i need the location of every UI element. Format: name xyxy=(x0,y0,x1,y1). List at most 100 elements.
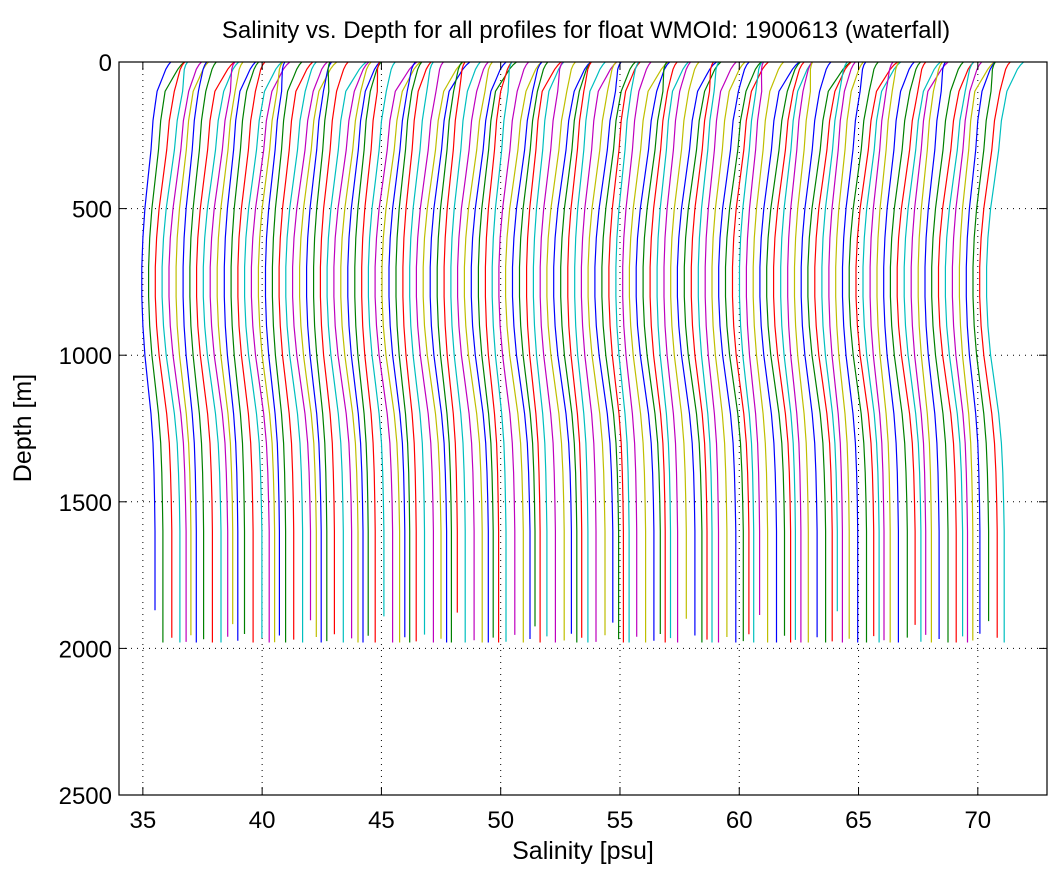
profile-lines xyxy=(141,61,1025,643)
salinity-profile-line xyxy=(800,61,832,638)
x-ticks: 35 40 45 50 55 60 65 70 xyxy=(130,62,991,834)
salinity-profile-line xyxy=(532,61,565,637)
salinity-profile-line xyxy=(656,61,689,639)
salinity-profile-line xyxy=(635,61,671,641)
salinity-profile-line xyxy=(244,61,283,639)
salinity-profile-line xyxy=(347,61,381,643)
salinity-profile-line xyxy=(422,61,464,639)
salinity-profile-line xyxy=(429,61,471,643)
salinity-profile-line xyxy=(436,61,463,643)
salinity-profile-line xyxy=(567,61,592,638)
salinity-profile-line xyxy=(230,61,260,634)
salinity-profile-line xyxy=(319,61,349,635)
salinity-profile-line xyxy=(285,61,317,643)
salinity-profile-line xyxy=(896,61,927,625)
salinity-profile-line xyxy=(299,61,338,637)
salinity-profile-line xyxy=(175,61,210,636)
x-tick-label: 70 xyxy=(964,807,991,834)
salinity-profile-line xyxy=(182,61,208,643)
salinity-profile-line xyxy=(814,61,852,642)
salinity-profile-line xyxy=(361,61,381,643)
x-axis-label: Salinity [psu] xyxy=(512,837,654,865)
salinity-profile-line xyxy=(787,61,813,643)
salinity-profile-line xyxy=(690,61,714,640)
salinity-profile-line xyxy=(189,61,217,640)
y-tick-label: 2500 xyxy=(59,783,112,810)
salinity-profile-line xyxy=(972,61,996,622)
salinity-profile-line xyxy=(965,61,996,634)
salinity-profile-line xyxy=(148,61,185,643)
salinity-profile-line xyxy=(622,61,652,637)
salinity-profile-line xyxy=(752,61,785,643)
salinity-profile-line xyxy=(924,61,946,639)
salinity-profile-line xyxy=(697,61,720,643)
salinity-profile-line xyxy=(202,61,240,643)
salinity-profile-line xyxy=(951,61,983,643)
salinity-profile-line xyxy=(780,61,814,640)
salinity-profile-line xyxy=(594,61,622,623)
salinity-profile-line xyxy=(731,61,769,635)
salinity-profile-line xyxy=(835,61,864,639)
salinity-profile-line xyxy=(683,61,722,643)
salinity-profile-line xyxy=(354,61,382,636)
salinity-profile-line xyxy=(237,61,266,643)
salinity-profile-line xyxy=(409,61,434,635)
salinity-profile-line xyxy=(381,61,421,643)
salinity-profile-line xyxy=(470,61,507,643)
salinity-profile-line xyxy=(457,61,489,641)
salinity-profile-line xyxy=(931,61,964,643)
y-tick-label: 0 xyxy=(99,50,112,77)
plot-area-frame xyxy=(118,61,1048,796)
salinity-profile-line xyxy=(271,61,303,643)
salinity-profile-line xyxy=(374,61,418,643)
salinity-profile-line xyxy=(574,61,606,643)
salinity-profile-line xyxy=(745,61,764,615)
salinity-profile-line xyxy=(141,61,172,611)
salinity-profile-line xyxy=(807,61,852,643)
x-tick-label: 45 xyxy=(368,807,395,834)
salinity-profile-line xyxy=(663,61,691,643)
salinity-profile-line xyxy=(546,61,576,641)
x-tick-label: 50 xyxy=(487,807,514,834)
salinity-profile-line xyxy=(257,61,284,643)
salinity-profile-line xyxy=(402,61,432,642)
salinity-profile-line xyxy=(979,61,1011,638)
salinity-profile-line xyxy=(773,61,805,643)
salinity-profile-line xyxy=(587,61,617,636)
y-ticks: 0 500 1000 1500 2000 2500 xyxy=(59,50,1047,810)
salinity-profile-line xyxy=(628,61,669,643)
x-tick-label: 60 xyxy=(726,807,753,834)
x-tick-label: 35 xyxy=(130,807,157,834)
y-tick-label: 2000 xyxy=(59,636,112,663)
salinity-profile-line xyxy=(463,61,493,643)
salinity-profile-line xyxy=(711,61,746,637)
salinity-profile-line xyxy=(388,61,416,638)
salinity-profile-line xyxy=(560,61,592,643)
salinity-profile-line xyxy=(855,61,898,637)
salinity-profile-line xyxy=(986,61,1025,643)
salinity-profile-line xyxy=(292,61,328,621)
salinity-profile-line xyxy=(937,61,975,643)
salinity-profile-line xyxy=(395,61,423,643)
salinity-profile-line xyxy=(759,61,800,643)
salinity-profile-line xyxy=(793,61,814,643)
salinity-profile-line xyxy=(443,61,466,613)
salinity-profile-line xyxy=(718,61,750,643)
salinity-profile-line xyxy=(883,61,915,643)
salinity-profile-line xyxy=(738,61,763,643)
salinity-profile-line xyxy=(161,61,189,643)
salinity-profile-line xyxy=(278,61,314,640)
salinity-profile-line xyxy=(223,61,257,641)
salinity-profile-line xyxy=(154,61,186,638)
salinity-profile-line xyxy=(862,61,902,643)
salinity-profile-line xyxy=(326,61,367,643)
salinity-profile-line xyxy=(869,61,894,641)
salinity-profile-line xyxy=(615,61,640,643)
y-axis-label: Depth [m] xyxy=(9,374,37,482)
chart-title: Salinity vs. Depth for all profiles for … xyxy=(222,17,950,44)
salinity-profile-line xyxy=(766,61,801,636)
salinity-profile-line xyxy=(910,61,949,635)
y-tick-label: 500 xyxy=(72,197,112,224)
salinity-profile-line xyxy=(724,61,762,642)
